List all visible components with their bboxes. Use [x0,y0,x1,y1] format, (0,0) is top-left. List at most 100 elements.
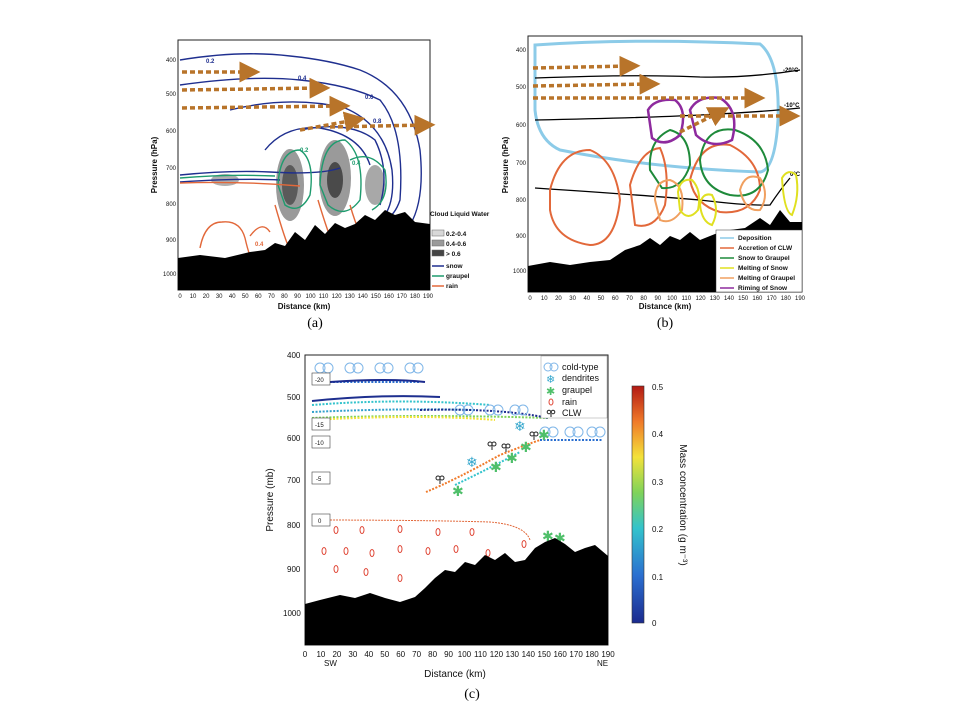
panel-a-graupel-contours [179,139,387,213]
y-tick: 600 [166,129,177,135]
panel-a: 0.2 0.4 0.6 0.8 0.2 0.4 0.4 400 500 600 … [150,39,490,331]
panel-a-legend: Cloud Liquid Water 0.2-0.4 0.4-0.6 > 0.6… [430,211,490,290]
panel-a-terrain [178,210,430,290]
panel-c-colorbar: 0.5 0.4 0.3 0.2 0.1 0 Mass concentration… [631,383,688,628]
y-tick: 1000 [513,269,527,275]
panel-a-xlabel: Distance (km) [278,302,331,311]
x-tick: 20 [555,296,562,302]
colorbar-tick: 0.2 [652,525,664,534]
x-tick: 190 [795,296,806,302]
panel-a-x-ticks: 0 10 20 30 40 50 60 70 80 90 100 110 120 130 140 150 160… [178,294,433,300]
isotherm-box: -20 [315,378,324,384]
panel-c-legend: cold-type ❄ dendrites ✱ graupel rain CLW [540,355,608,419]
contour-label: 0.4 [298,76,307,82]
isotherm-label: -20°C [783,68,799,74]
x-tick: 40 [583,296,590,302]
x-tick: 80 [640,296,647,302]
panel-b-deposition [533,39,780,174]
x-tick: 180 [781,296,792,302]
y-tick: 1000 [163,272,177,278]
x-tick: 90 [655,296,662,302]
x-tick: 140 [724,296,735,302]
graupel-icon: ✱ [452,484,464,500]
legend-item: Melting of Graupel [738,275,795,282]
panel-c-y-ticks: 400 500 600 700 800 900 1000 [283,351,301,618]
x-tick: 110 [474,650,487,659]
x-tick: 120 [490,650,504,659]
x-tick: 150 [538,650,552,659]
dendrite-icon: ❄ [466,455,478,471]
colorbar-tick: 0.1 [652,573,664,582]
colorbar-tick: 0.4 [652,430,664,439]
x-tick: 190 [423,294,434,300]
x-tick: 60 [612,296,619,302]
y-tick: 400 [287,351,301,360]
panel-c-isotherm-boxes: -20 -15 -10 -5 0 [311,372,331,527]
legend-item: dendrites [562,373,600,383]
y-tick: 900 [287,565,301,574]
direction-ne: NE [597,659,608,668]
x-tick: 90 [444,650,453,659]
panel-b-snow-to-graupel [648,128,770,197]
graupel-icon: ✱ [520,440,532,456]
contour-label: 0.2 [300,148,309,154]
x-tick: 130 [345,294,356,300]
x-tick: 0 [528,296,532,302]
x-tick: 160 [553,650,567,659]
contour-label: 0.4 [352,161,361,167]
x-tick: 30 [216,294,223,300]
legend-item: Melting of Snow [738,265,789,272]
x-tick: 130 [710,296,721,302]
graupel-icon: ✱ [538,428,550,444]
x-tick: 80 [428,650,437,659]
x-tick: 60 [396,650,405,659]
graupel-icon: ✱ [490,460,502,476]
x-tick: 150 [371,294,382,300]
y-tick: 700 [516,161,527,167]
legend-item: Deposition [738,235,772,242]
contour-label: 0.8 [373,119,382,125]
x-tick: 10 [316,650,325,659]
x-tick: 140 [358,294,369,300]
graupel-icon: ✱ [546,385,555,398]
direction-sw: SW [324,659,337,668]
x-tick: 40 [229,294,236,300]
panel-c-caption: (c) [464,687,480,702]
x-tick: 70 [626,296,633,302]
y-tick: 800 [287,521,301,530]
panel-c-clw-symbols [435,431,539,484]
x-tick: 120 [332,294,343,300]
x-tick: 110 [319,294,329,300]
x-tick: 180 [585,650,599,659]
panel-b-melting-graupel [653,175,766,223]
x-tick: 20 [332,650,341,659]
colorbar-label: Mass concentration (g m⁻³) [677,444,688,565]
panel-b-xlabel: Distance (km) [639,302,692,311]
legend-item: cold-type [562,362,599,372]
panel-b-flow-arrows [532,55,801,134]
panel-b-legend: Deposition Accretion of CLW Snow to Grau… [715,229,803,293]
legend-item: 0.4-0.6 [446,241,467,248]
panel-c-dendrite-symbols: ❄ ❄ [466,419,526,471]
isotherm-box: -5 [316,477,322,483]
x-tick: 80 [281,294,288,300]
panel-a-caption: (a) [307,316,323,331]
y-tick: 500 [516,85,527,91]
graupel-icon: ✱ [542,529,554,545]
x-tick: 100 [667,296,678,302]
colorbar-tick: 0 [652,619,657,628]
legend-item: > 0.6 [446,251,461,258]
legend-item: rain [446,283,458,290]
x-tick: 180 [410,294,421,300]
panel-c-terrain [305,538,608,645]
y-tick: 700 [287,476,301,485]
x-tick: 50 [242,294,249,300]
legend-item: graupel [446,273,470,280]
panel-b-melting-snow [676,171,799,227]
x-tick: 30 [569,296,576,302]
y-tick: 1000 [283,609,301,618]
panel-c: ❄ ❄ ✱ ✱ ✱ ✱ ✱ ✱ ✱ [265,351,688,702]
y-tick: 800 [516,198,527,204]
y-tick: 400 [516,48,527,54]
x-tick: 50 [380,650,389,659]
